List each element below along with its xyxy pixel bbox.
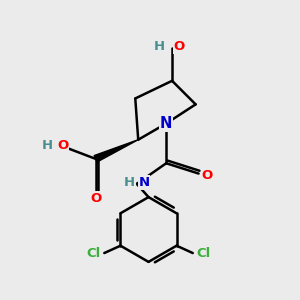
Text: O: O [90,192,101,205]
Text: Cl: Cl [196,247,210,260]
Text: H: H [41,139,52,152]
Text: N: N [160,116,172,131]
Text: O: O [58,139,69,152]
Text: H: H [153,40,164,53]
Text: N: N [139,176,150,189]
Text: O: O [202,169,213,182]
Polygon shape [94,140,138,162]
Text: H: H [124,176,135,189]
Text: O: O [174,40,185,53]
Text: Cl: Cl [87,247,101,260]
